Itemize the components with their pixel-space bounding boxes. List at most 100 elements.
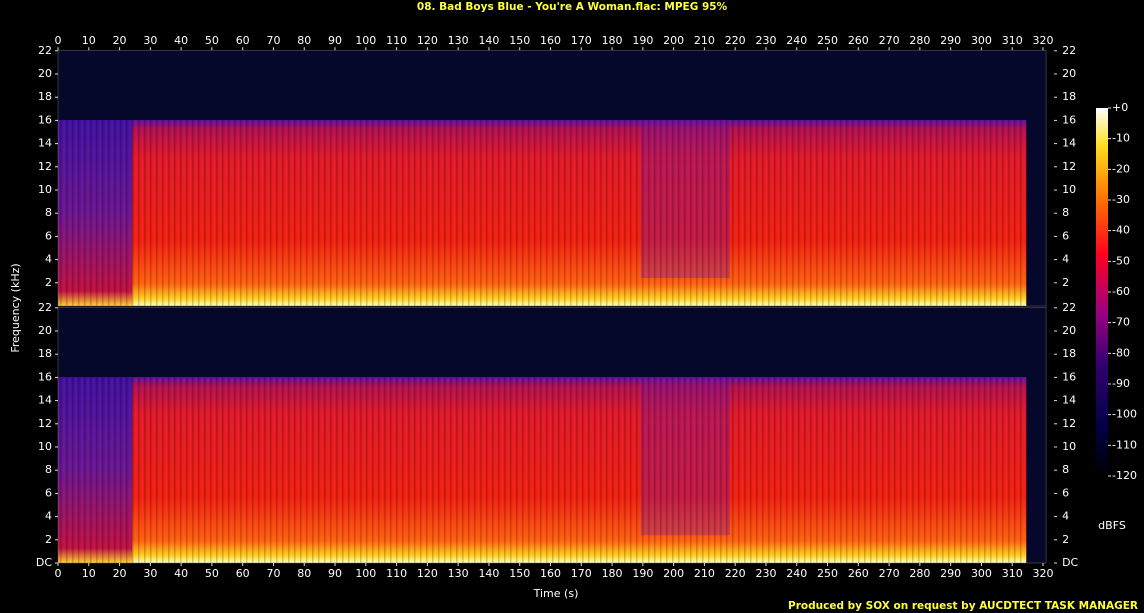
x-tick-label: 200 bbox=[663, 34, 684, 47]
y-tick-label-right: 6 bbox=[1062, 486, 1069, 499]
y-tick-label-right: 12 bbox=[1062, 160, 1076, 173]
x-tick-label: 260 bbox=[848, 567, 869, 580]
colorbar-tick-label: -60 bbox=[1112, 285, 1130, 298]
spectrum-texture bbox=[58, 377, 1027, 563]
y-tick-label: 16 bbox=[38, 370, 52, 383]
x-tick-label: 80 bbox=[297, 567, 311, 580]
x-tick-label: 310 bbox=[1002, 567, 1023, 580]
x-tick-label: 130 bbox=[448, 567, 469, 580]
y-tick-label-right: 8 bbox=[1062, 206, 1069, 219]
colorbar-tick-label: +0 bbox=[1112, 101, 1128, 114]
colorbar-tick-label: -100 bbox=[1112, 408, 1137, 421]
y-tick-label: DC bbox=[36, 556, 52, 569]
x-tick-label: 210 bbox=[694, 567, 715, 580]
x-tick-label: 160 bbox=[540, 567, 561, 580]
chart-title: 08. Bad Boys Blue - You're A Woman.flac:… bbox=[417, 1, 728, 13]
x-tick-label: 10 bbox=[82, 34, 96, 47]
x-tick-label: 40 bbox=[174, 34, 188, 47]
colorbar-tick-label: -90 bbox=[1112, 377, 1130, 390]
y-tick-label: 12 bbox=[38, 160, 52, 173]
x-tick-label: 230 bbox=[755, 34, 776, 47]
x-tick-label: 90 bbox=[328, 34, 342, 47]
x-tick-label: 240 bbox=[786, 567, 807, 580]
x-tick-label: 290 bbox=[940, 567, 961, 580]
colorbar-tick-label: -10 bbox=[1112, 132, 1130, 145]
x-tick-label: 110 bbox=[386, 34, 407, 47]
y-tick-label: 6 bbox=[45, 486, 52, 499]
x-tick-label: 110 bbox=[386, 567, 407, 580]
y-tick-label-right: 18 bbox=[1062, 347, 1076, 360]
x-tick-label: 300 bbox=[971, 567, 992, 580]
colorbar-tick-label: -120 bbox=[1112, 469, 1137, 482]
x-tick-label: 250 bbox=[817, 34, 838, 47]
x-tick-label: 130 bbox=[448, 34, 469, 47]
y-tick-label-right: 4 bbox=[1062, 253, 1069, 266]
colorbar-tick-label: -80 bbox=[1112, 346, 1130, 359]
plot-border bbox=[57, 306, 1047, 564]
x-tick-label: 290 bbox=[940, 34, 961, 47]
y-tick-label: 10 bbox=[38, 183, 52, 196]
y-tick-label: 22 bbox=[38, 301, 52, 314]
x-tick-label: 50 bbox=[205, 567, 219, 580]
x-tick-label: 80 bbox=[297, 34, 311, 47]
x-tick-label: 180 bbox=[602, 567, 623, 580]
y-tick-label-right: 18 bbox=[1062, 90, 1076, 103]
colorbar-tick-label: -50 bbox=[1112, 254, 1130, 267]
y-tick-label: 2 bbox=[45, 276, 52, 289]
x-tick-label: 0 bbox=[55, 567, 62, 580]
colorbar bbox=[1096, 108, 1108, 476]
x-tick-label: 190 bbox=[632, 34, 653, 47]
x-tick-label: 10 bbox=[82, 567, 96, 580]
x-tick-label: 30 bbox=[143, 567, 157, 580]
y-tick-label: 18 bbox=[38, 90, 52, 103]
y-tick-label-right: 12 bbox=[1062, 417, 1076, 430]
x-tick-label: 280 bbox=[909, 567, 930, 580]
y-tick-label: 20 bbox=[38, 67, 52, 80]
y-tick-label-right: 10 bbox=[1062, 183, 1076, 196]
y-tick-label-right: 20 bbox=[1062, 324, 1076, 337]
x-tick-label: 260 bbox=[848, 34, 869, 47]
x-tick-label: 140 bbox=[478, 567, 499, 580]
x-tick-label: 320 bbox=[1033, 567, 1054, 580]
y-tick-label-right: 22 bbox=[1062, 44, 1076, 57]
y-tick-label-right: 2 bbox=[1062, 276, 1069, 289]
y-tick-label-right: 8 bbox=[1062, 463, 1069, 476]
y-tick-label-right: 4 bbox=[1062, 510, 1069, 523]
y-tick-label-right: 6 bbox=[1062, 229, 1069, 242]
x-tick-label: 40 bbox=[174, 567, 188, 580]
x-tick-label: 100 bbox=[355, 567, 376, 580]
y-tick-label-right: 16 bbox=[1062, 113, 1076, 126]
x-tick-label: 320 bbox=[1033, 34, 1054, 47]
x-tick-label: 120 bbox=[417, 567, 438, 580]
y-axis-label: Frequency (kHz) bbox=[9, 263, 22, 352]
y-tick-label: 12 bbox=[38, 417, 52, 430]
y-tick-label: 18 bbox=[38, 347, 52, 360]
x-axis-label: Time (s) bbox=[533, 587, 579, 600]
x-tick-label: 280 bbox=[909, 34, 930, 47]
y-tick-label-right: 14 bbox=[1062, 394, 1076, 407]
x-tick-label: 230 bbox=[755, 567, 776, 580]
y-tick-label: 10 bbox=[38, 440, 52, 453]
y-tick-label-right: 20 bbox=[1062, 67, 1076, 80]
y-tick-label-right: 14 bbox=[1062, 137, 1076, 150]
x-tick-label: 180 bbox=[602, 34, 623, 47]
colorbar-tick-label: -70 bbox=[1112, 316, 1130, 329]
y-tick-label-right: 10 bbox=[1062, 440, 1076, 453]
x-tick-label: 50 bbox=[205, 34, 219, 47]
x-tick-label: 190 bbox=[632, 567, 653, 580]
spectrum-texture bbox=[58, 120, 1027, 306]
x-tick-label: 60 bbox=[236, 34, 250, 47]
y-tick-label: 8 bbox=[45, 463, 52, 476]
colorbar-label: dBFS bbox=[1098, 519, 1126, 532]
x-tick-label: 150 bbox=[509, 567, 530, 580]
x-tick-label: 220 bbox=[725, 567, 746, 580]
x-tick-label: 20 bbox=[113, 567, 127, 580]
x-tick-label: 300 bbox=[971, 34, 992, 47]
y-tick-label: 4 bbox=[45, 253, 52, 266]
y-tick-label: 8 bbox=[45, 206, 52, 219]
y-tick-label: 20 bbox=[38, 324, 52, 337]
y-tick-label: 14 bbox=[38, 394, 52, 407]
y-tick-label-right: DC bbox=[1062, 556, 1078, 569]
